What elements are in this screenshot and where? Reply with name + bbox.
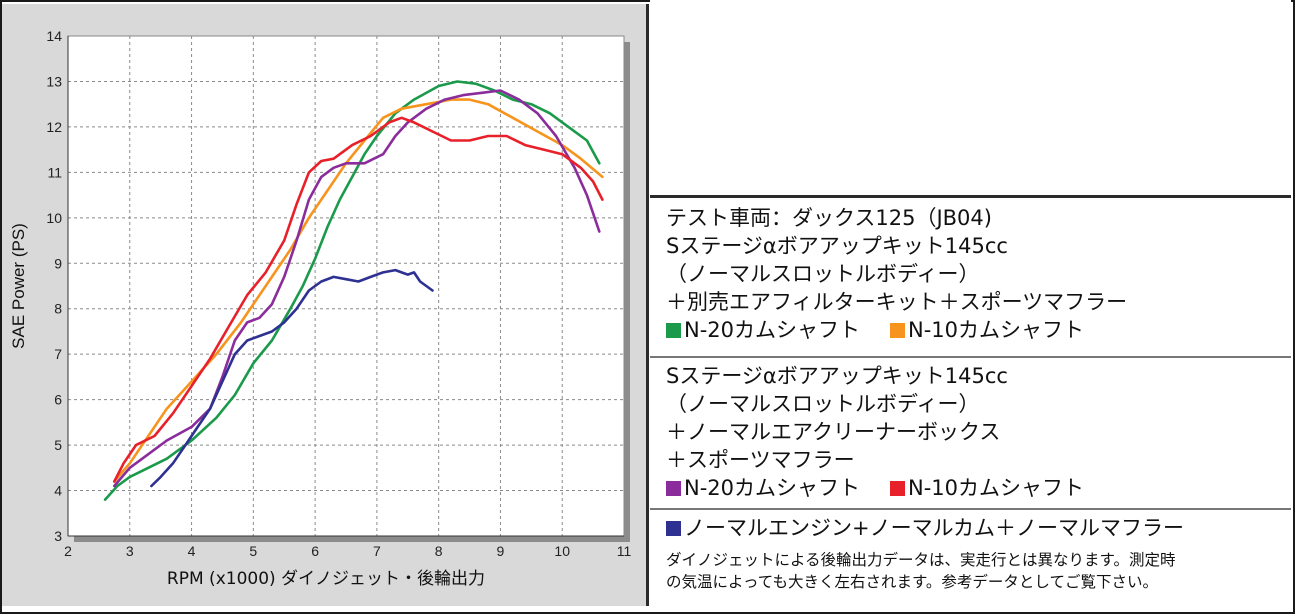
y-tick-label: 5 — [54, 437, 62, 453]
y-axis-label: SAE Power (PS) — [9, 223, 28, 349]
x-tick-label: 9 — [497, 543, 505, 559]
legend-items-2: N-20カムシャフト N-10カムシャフト — [666, 474, 1084, 502]
x-tick-label: 5 — [249, 543, 257, 559]
muffler-line: ＋スポーツマフラー — [666, 448, 855, 472]
x-tick-label: 6 — [311, 543, 319, 559]
y-tick-label: 4 — [54, 483, 62, 499]
legend-red-label: N-10カムシャフト — [908, 476, 1085, 500]
y-tick-label: 8 — [54, 301, 62, 317]
vehicle-title: テスト車両：ダックス125（JB04) — [666, 206, 992, 230]
legend-block-3: ノーマルエンジン+ノーマルカム＋ノーマルマフラー ダイノジェットによる後輪出力デ… — [650, 510, 1291, 610]
red-swatch — [890, 481, 906, 496]
throttle-line: （ノーマルスロットルボディー） — [666, 262, 980, 286]
parts-line: ＋別売エアフィルターキット＋スポーツマフラー — [666, 290, 1128, 314]
y-tick-label: 3 — [54, 528, 62, 544]
x-tick-label: 8 — [435, 543, 443, 559]
series-line-blue — [150, 268, 434, 488]
y-tick-label: 10 — [46, 210, 62, 226]
chart-panel: 2 3 4 5 6 7 8 9 10 11 3 4 5 6 7 8 9 10 11 12 13 14 RPM (x1000)… — [2, 4, 649, 606]
legend-orange-label: N-10カムシャフト — [908, 318, 1085, 342]
legend-block-2: Sステージαボアアップキット145cc （ノーマルスロットルボディー） ＋ノーマ… — [650, 358, 1291, 510]
green-swatch — [666, 323, 681, 338]
blue-swatch — [666, 521, 681, 536]
series-line-orange — [113, 98, 604, 483]
series-line-red — [113, 116, 604, 483]
x-tick-label: 11 — [617, 543, 632, 559]
throttle-line-2: （ノーマルスロットルボディー） — [666, 392, 980, 416]
y-tick-label: 7 — [54, 346, 62, 362]
y-tick-label: 14 — [46, 28, 62, 44]
x-tick-label: 3 — [126, 543, 134, 559]
orange-swatch — [890, 323, 906, 338]
legend-block-1: テスト車両：ダックス125（JB04) Sステージαボアアップキット145cc … — [650, 198, 1291, 358]
purple-swatch — [666, 481, 681, 496]
x-axis-label: RPM (x1000) ダイノジェット・後輪出力 — [167, 569, 485, 589]
legend-green-label: N-20カムシャフト — [684, 318, 861, 342]
legend-purple-label: N-20カムシャフト — [684, 476, 861, 500]
plot-area — [67, 35, 625, 537]
x-tick-label: 4 — [188, 543, 196, 559]
y-tick-label: 13 — [46, 73, 62, 89]
y-tick-label: 12 — [46, 119, 62, 135]
x-tick-label: 10 — [554, 543, 570, 559]
y-tick-label: 6 — [54, 392, 62, 408]
blank-panel — [650, 0, 1291, 198]
y-tick-label: 11 — [47, 164, 62, 180]
airbox-line: ＋ノーマルエアクリーナーボックス — [666, 420, 1001, 444]
legend-blue-label: ノーマルエンジン+ノーマルカム＋ノーマルマフラー — [684, 516, 1184, 540]
x-tick-label: 7 — [373, 543, 381, 559]
disclaimer-line-1: ダイノジェットによる後輪出力データは、実走行とは異なります。測定時 — [666, 551, 1176, 569]
x-tick-label: 2 — [64, 543, 72, 559]
legend-items-3: ノーマルエンジン+ノーマルカム＋ノーマルマフラー — [666, 514, 1184, 542]
disclaimer-line-2: の気温によっても大きく左右されます。参考データとしてご覧下さい。 — [666, 573, 1158, 591]
kit-line: Sステージαボアアップキット145cc — [666, 234, 1008, 258]
y-tick-label: 9 — [54, 255, 62, 271]
legend-items-1: N-20カムシャフト N-10カムシャフト — [666, 316, 1084, 344]
kit-line-2: Sステージαボアアップキット145cc — [666, 364, 1008, 388]
